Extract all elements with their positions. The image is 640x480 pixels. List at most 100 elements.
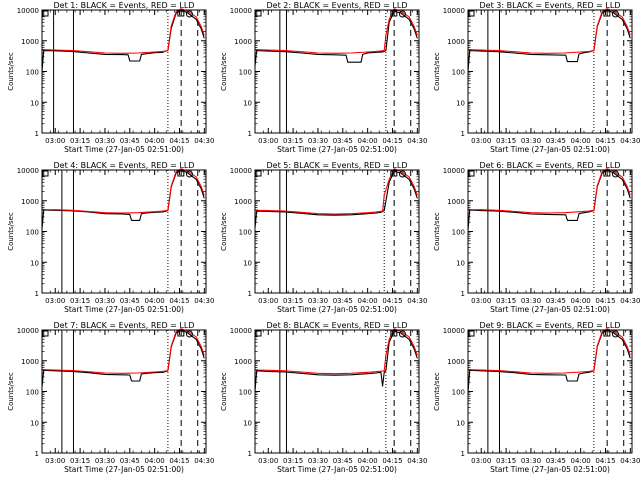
panel-title: Det 4: BLACK = Events, RED = LLD	[54, 161, 195, 170]
y-tick-label: 100	[239, 229, 252, 237]
y-tick-label: 1	[461, 130, 465, 138]
x-tick-label: 03:00	[258, 297, 278, 305]
y-tick-label: 100	[452, 69, 465, 77]
x-tick-label: 03:15	[496, 297, 516, 305]
x-axis-label: Start Time (27-Jan-05 02:51:00)	[490, 305, 610, 314]
y-tick-label: 1000	[234, 38, 252, 46]
x-axis-label: Start Time (27-Jan-05 02:51:00)	[277, 465, 397, 474]
x-tick-label: 03:15	[496, 137, 516, 145]
x-axis-label: Start Time (27-Jan-05 02:51:00)	[490, 145, 610, 154]
x-tick-label: 03:45	[120, 457, 140, 465]
series-line-events	[467, 329, 631, 393]
x-axis-label: Start Time (27-Jan-05 02:51:00)	[490, 465, 610, 474]
y-tick-label: 1	[461, 450, 465, 458]
y-tick-label: 10000	[17, 7, 39, 15]
x-tick-label: 03:45	[333, 297, 353, 305]
y-tick-label: 10000	[17, 327, 39, 335]
series-line-events	[41, 329, 205, 388]
y-tick-label: 1000	[447, 198, 465, 206]
peak-marker-circle	[185, 10, 193, 18]
corner-marker-box	[255, 170, 262, 177]
panel-title: Det 1: BLACK = Events, RED = LLD	[54, 1, 195, 10]
x-tick-label: 04:00	[571, 297, 591, 305]
corner-marker-box	[255, 330, 262, 337]
y-tick-label: 10000	[443, 7, 465, 15]
x-tick-label: 04:00	[145, 457, 165, 465]
x-tick-label: 04:15	[382, 137, 402, 145]
x-tick-label: 04:30	[407, 457, 427, 465]
peak-marker-box	[177, 170, 185, 177]
detector-panel-8: 1 10 100 1000 10000 03:00 03:15 03:30 03:45 04:00…	[220, 321, 427, 474]
detector-panel-1: 1 10 100 1000 10000 03:00 03:15 03:30 03:45 04:00…	[7, 1, 214, 154]
y-tick-label: 1000	[21, 38, 39, 46]
y-tick-label: 100	[26, 389, 39, 397]
x-tick-label: 03:00	[471, 457, 491, 465]
x-tick-label: 04:15	[382, 297, 402, 305]
series-line-lld	[254, 8, 418, 54]
x-tick-label: 03:30	[308, 457, 328, 465]
y-tick-label: 1000	[21, 198, 39, 206]
x-tick-label: 03:30	[308, 137, 328, 145]
detector-panel-9: 1 10 100 1000 10000 03:00 03:15 03:30 03:45 04:00…	[433, 321, 640, 474]
series-line-events	[254, 330, 418, 392]
x-tick-label: 03:45	[546, 457, 566, 465]
peak-marker-box	[177, 10, 185, 17]
series-line-lld	[41, 8, 205, 54]
peak-marker-circle	[185, 330, 193, 338]
x-tick-label: 04:15	[595, 457, 615, 465]
x-tick-label: 03:15	[70, 297, 90, 305]
detector-panel-4: 1 10 100 1000 10000 03:00 03:15 03:30 03:45 04:00…	[7, 161, 214, 314]
x-tick-label: 04:30	[407, 297, 427, 305]
y-tick-label: 10000	[230, 327, 252, 335]
y-tick-label: 1	[35, 450, 39, 458]
x-tick-label: 04:30	[620, 297, 640, 305]
series-line-events	[467, 169, 631, 231]
x-tick-label: 04:15	[382, 457, 402, 465]
x-tick-label: 03:00	[258, 137, 278, 145]
y-tick-label: 10000	[443, 327, 465, 335]
y-axis-label: Counts/sec	[433, 212, 441, 251]
panel-title: Det 9: BLACK = Events, RED = LLD	[480, 321, 621, 330]
panel-title: Det 6: BLACK = Events, RED = LLD	[480, 161, 621, 170]
series-line-events	[467, 9, 631, 72]
y-tick-label: 1	[248, 130, 252, 138]
corner-marker-box	[468, 170, 475, 177]
y-tick-label: 100	[452, 229, 465, 237]
y-tick-label: 10	[30, 259, 39, 267]
y-tick-label: 10	[456, 259, 465, 267]
panel-title: Det 7: BLACK = Events, RED = LLD	[54, 321, 195, 330]
x-tick-label: 04:00	[358, 297, 378, 305]
x-tick-label: 03:30	[521, 137, 541, 145]
peak-marker-circle	[398, 170, 406, 178]
detector-panel-6: 1 10 100 1000 10000 03:00 03:15 03:30 03:45 04:00…	[433, 161, 640, 314]
y-tick-label: 1	[35, 290, 39, 298]
detector-panel-3: 1 10 100 1000 10000 03:00 03:15 03:30 03:45 04:00…	[433, 1, 640, 154]
y-axis-label: Counts/sec	[7, 212, 15, 251]
series-line-events	[254, 170, 418, 229]
series-line-lld	[467, 328, 631, 374]
series-line-events	[41, 9, 205, 72]
x-tick-label: 03:15	[70, 137, 90, 145]
y-axis-label: Counts/sec	[7, 372, 15, 411]
y-tick-label: 10000	[17, 167, 39, 175]
x-tick-label: 03:45	[120, 137, 140, 145]
x-tick-label: 04:30	[620, 457, 640, 465]
x-tick-label: 04:30	[407, 137, 427, 145]
y-tick-label: 10	[243, 419, 252, 427]
x-tick-label: 04:15	[169, 137, 189, 145]
x-tick-label: 04:00	[145, 137, 165, 145]
y-tick-label: 10	[30, 419, 39, 427]
x-tick-label: 03:00	[45, 137, 65, 145]
x-tick-label: 03:00	[471, 297, 491, 305]
y-tick-label: 1	[248, 290, 252, 298]
series-line-lld	[467, 168, 631, 214]
y-tick-label: 100	[239, 389, 252, 397]
panel-title: Det 3: BLACK = Events, RED = LLD	[480, 1, 621, 10]
x-tick-label: 04:00	[571, 457, 591, 465]
corner-marker-box	[42, 170, 49, 177]
y-tick-label: 1000	[21, 358, 39, 366]
x-axis-label: Start Time (27-Jan-05 02:51:00)	[277, 145, 397, 154]
peak-marker-box	[390, 10, 398, 17]
x-tick-label: 03:00	[45, 297, 65, 305]
